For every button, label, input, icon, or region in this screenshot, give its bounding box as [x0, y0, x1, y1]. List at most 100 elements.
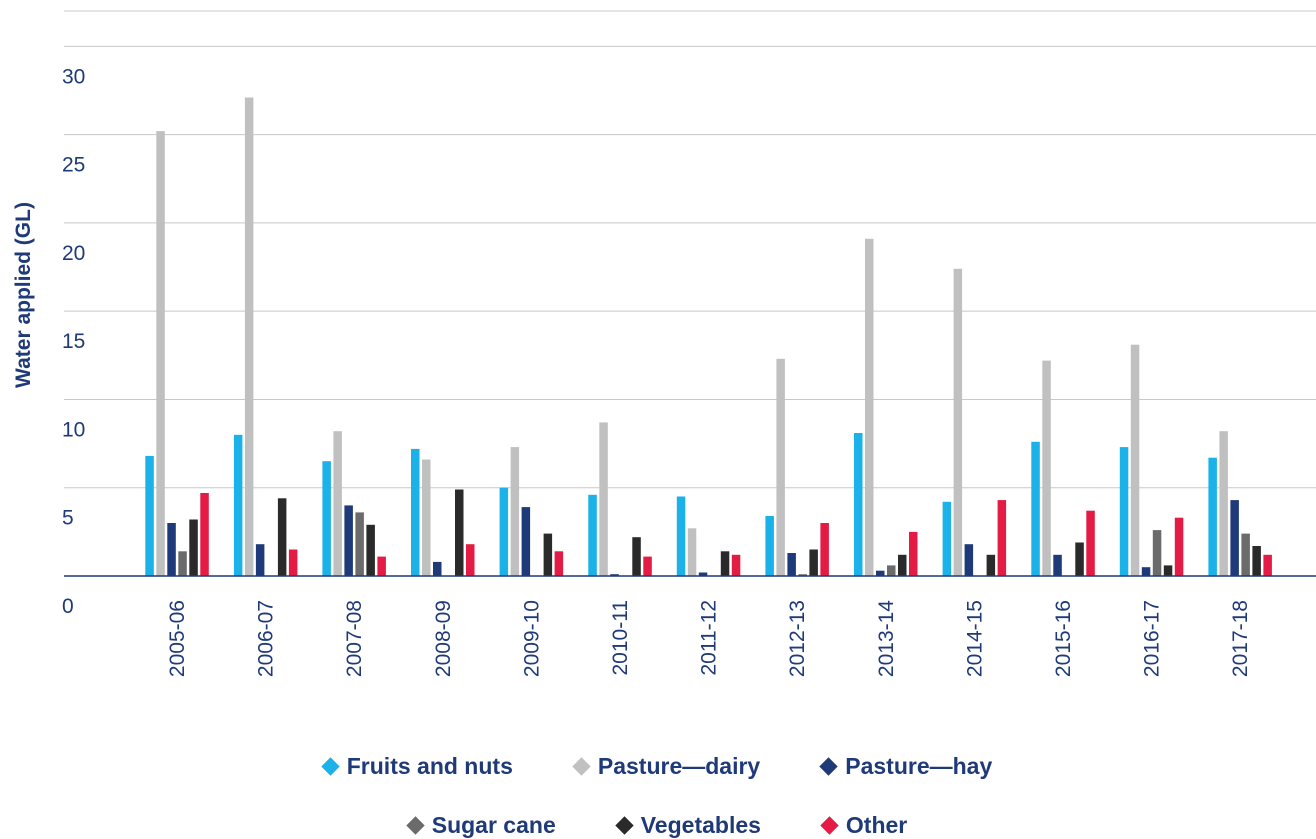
bar-pasture-dairy-2007-08 — [333, 431, 342, 576]
bar-vegetables-2013-14 — [898, 554, 907, 576]
x-tick-label: 2006-07 — [255, 600, 278, 677]
bar-pasture-dairy-2015-16 — [1042, 360, 1051, 576]
legend-item-sugar-cane: Sugar cane — [406, 812, 556, 839]
y-axis-label: Water applied (GL) — [12, 202, 35, 388]
bar-fruits-and-nuts-2007-08 — [322, 461, 331, 576]
bar-other-2010-11 — [643, 556, 652, 576]
bar-vegetables-2006-07 — [277, 498, 287, 576]
bar-pasture-hay-2007-08 — [344, 505, 353, 576]
bar-sugar-cane-2017-18 — [1241, 533, 1250, 576]
legend-item-vegetables: Vegetables — [615, 812, 761, 839]
bar-other-2007-08 — [377, 556, 386, 576]
legend-item-pasture-dairy: Pasture—dairy — [572, 753, 761, 780]
x-tick-label: 2008-09 — [432, 600, 455, 677]
x-tick-label: 2005-06 — [166, 600, 189, 677]
bar-sugar-cane-2007-08 — [355, 512, 364, 576]
x-tick-label: 2014-15 — [963, 600, 986, 677]
y-tick-label: 20 — [62, 242, 85, 265]
bar-fruits-and-nuts-2017-18 — [1208, 457, 1217, 576]
bar-other-2011-12 — [731, 554, 741, 576]
y-tick-label: 0 — [62, 595, 74, 618]
bar-pasture-dairy-2008-09 — [422, 459, 431, 576]
bar-vegetables-2009-10 — [543, 533, 553, 576]
legend-label: Fruits and nuts — [346, 753, 513, 779]
bar-fruits-and-nuts-2013-14 — [854, 433, 863, 576]
diamond-icon — [820, 816, 839, 835]
bar-pasture-dairy-2012-13 — [776, 358, 785, 576]
legend-label: Other — [845, 812, 908, 838]
x-tick-label: 2007-08 — [343, 600, 366, 677]
bar-vegetables-2016-17 — [1163, 565, 1173, 576]
x-tick-label: 2010-11 — [609, 600, 632, 676]
bar-vegetables-2008-09 — [455, 489, 464, 576]
legend-label: Sugar cane — [431, 812, 556, 838]
bar-other-2012-13 — [820, 523, 829, 576]
x-tick-label: 2009-10 — [520, 600, 543, 677]
bar-pasture-hay-2014-15 — [964, 544, 974, 576]
bar-pasture-dairy-2009-10 — [510, 447, 520, 576]
bar-pasture-dairy-2011-12 — [687, 528, 697, 576]
bar-fruits-and-nuts-2015-16 — [1031, 441, 1040, 576]
x-tick-label: 2015-16 — [1052, 600, 1075, 677]
bar-pasture-dairy-2005-06 — [156, 131, 165, 576]
bar-vegetables-2007-08 — [366, 524, 375, 576]
legend-label: Vegetables — [640, 812, 761, 838]
bar-fruits-and-nuts-2014-15 — [942, 501, 952, 576]
x-tick-label: 2011-12 — [698, 600, 721, 676]
bar-vegetables-2017-18 — [1252, 546, 1261, 576]
bar-sugar-cane-2005-06 — [178, 551, 187, 576]
bar-other-2008-09 — [466, 544, 475, 576]
bar-vegetables-2015-16 — [1075, 542, 1084, 576]
y-axis-ticks: 0 5 10 15 20 25 30 — [62, 65, 85, 618]
bar-pasture-hay-2017-18 — [1230, 500, 1239, 576]
bar-other-2009-10 — [554, 551, 564, 576]
bar-fruits-and-nuts-2005-06 — [145, 455, 154, 576]
x-tick-label: 2017-18 — [1229, 600, 1252, 677]
y-tick-label: 30 — [62, 65, 85, 88]
bar-other-2013-14 — [909, 531, 918, 576]
bar-sugar-cane-2013-14 — [887, 565, 896, 576]
y-tick-label: 10 — [62, 418, 85, 441]
y-tick-label: 5 — [62, 507, 74, 530]
bar-pasture-dairy-2013-14 — [865, 238, 874, 577]
bar-sugar-cane-2016-17 — [1152, 530, 1162, 576]
x-axis-ticks: 2005-06 2006-07 2007-08 2008-09 2009-10 2010-… — [166, 600, 1252, 677]
diamond-icon — [406, 816, 425, 835]
legend-label: Pasture—dairy — [597, 753, 761, 779]
bar-pasture-hay-2010-11 — [610, 574, 619, 576]
diamond-icon — [819, 757, 838, 776]
bar-vegetables-2011-12 — [720, 551, 730, 576]
bar-other-2006-07 — [288, 549, 298, 576]
bar-sugar-cane-2012-13 — [798, 574, 807, 576]
diamond-icon — [321, 757, 340, 776]
bar-pasture-hay-2005-06 — [167, 523, 176, 576]
legend-label: Pasture—hay — [845, 753, 993, 779]
bar-other-2017-18 — [1263, 554, 1272, 576]
bar-vegetables-2012-13 — [809, 549, 818, 576]
x-tick-label: 2016-17 — [1141, 600, 1164, 677]
bar-pasture-hay-2008-09 — [433, 561, 442, 576]
y-tick-label: 25 — [62, 154, 85, 177]
legend-item-pasture-hay: Pasture—hay — [819, 753, 993, 780]
bar-pasture-hay-2009-10 — [521, 507, 531, 576]
bar-other-2016-17 — [1174, 517, 1184, 576]
bar-pasture-hay-2012-13 — [787, 553, 796, 576]
bar-fruits-and-nuts-2009-10 — [499, 487, 509, 576]
diamond-icon — [615, 816, 634, 835]
diamond-icon — [572, 757, 591, 776]
bar-pasture-hay-2015-16 — [1053, 554, 1062, 576]
legend-row-2: Sugar cane Vegetables Other — [0, 812, 1316, 839]
bar-other-2014-15 — [997, 500, 1007, 576]
x-tick-label: 2012-13 — [786, 600, 809, 677]
bar-pasture-hay-2006-07 — [255, 544, 265, 576]
bar-fruits-and-nuts-2008-09 — [411, 448, 420, 576]
bar-pasture-dairy-2010-11 — [599, 422, 608, 576]
bar-vegetables-2010-11 — [632, 537, 641, 576]
bar-other-2015-16 — [1086, 510, 1095, 576]
legend-row-1: Fruits and nuts Pasture—dairy Pasture—ha… — [0, 753, 1316, 780]
bar-fruits-and-nuts-2011-12 — [676, 496, 686, 576]
bar-fruits-and-nuts-2006-07 — [233, 434, 243, 577]
bars — [145, 97, 1272, 577]
bar-pasture-dairy-2014-15 — [953, 268, 963, 576]
bar-other-2005-06 — [200, 493, 209, 576]
